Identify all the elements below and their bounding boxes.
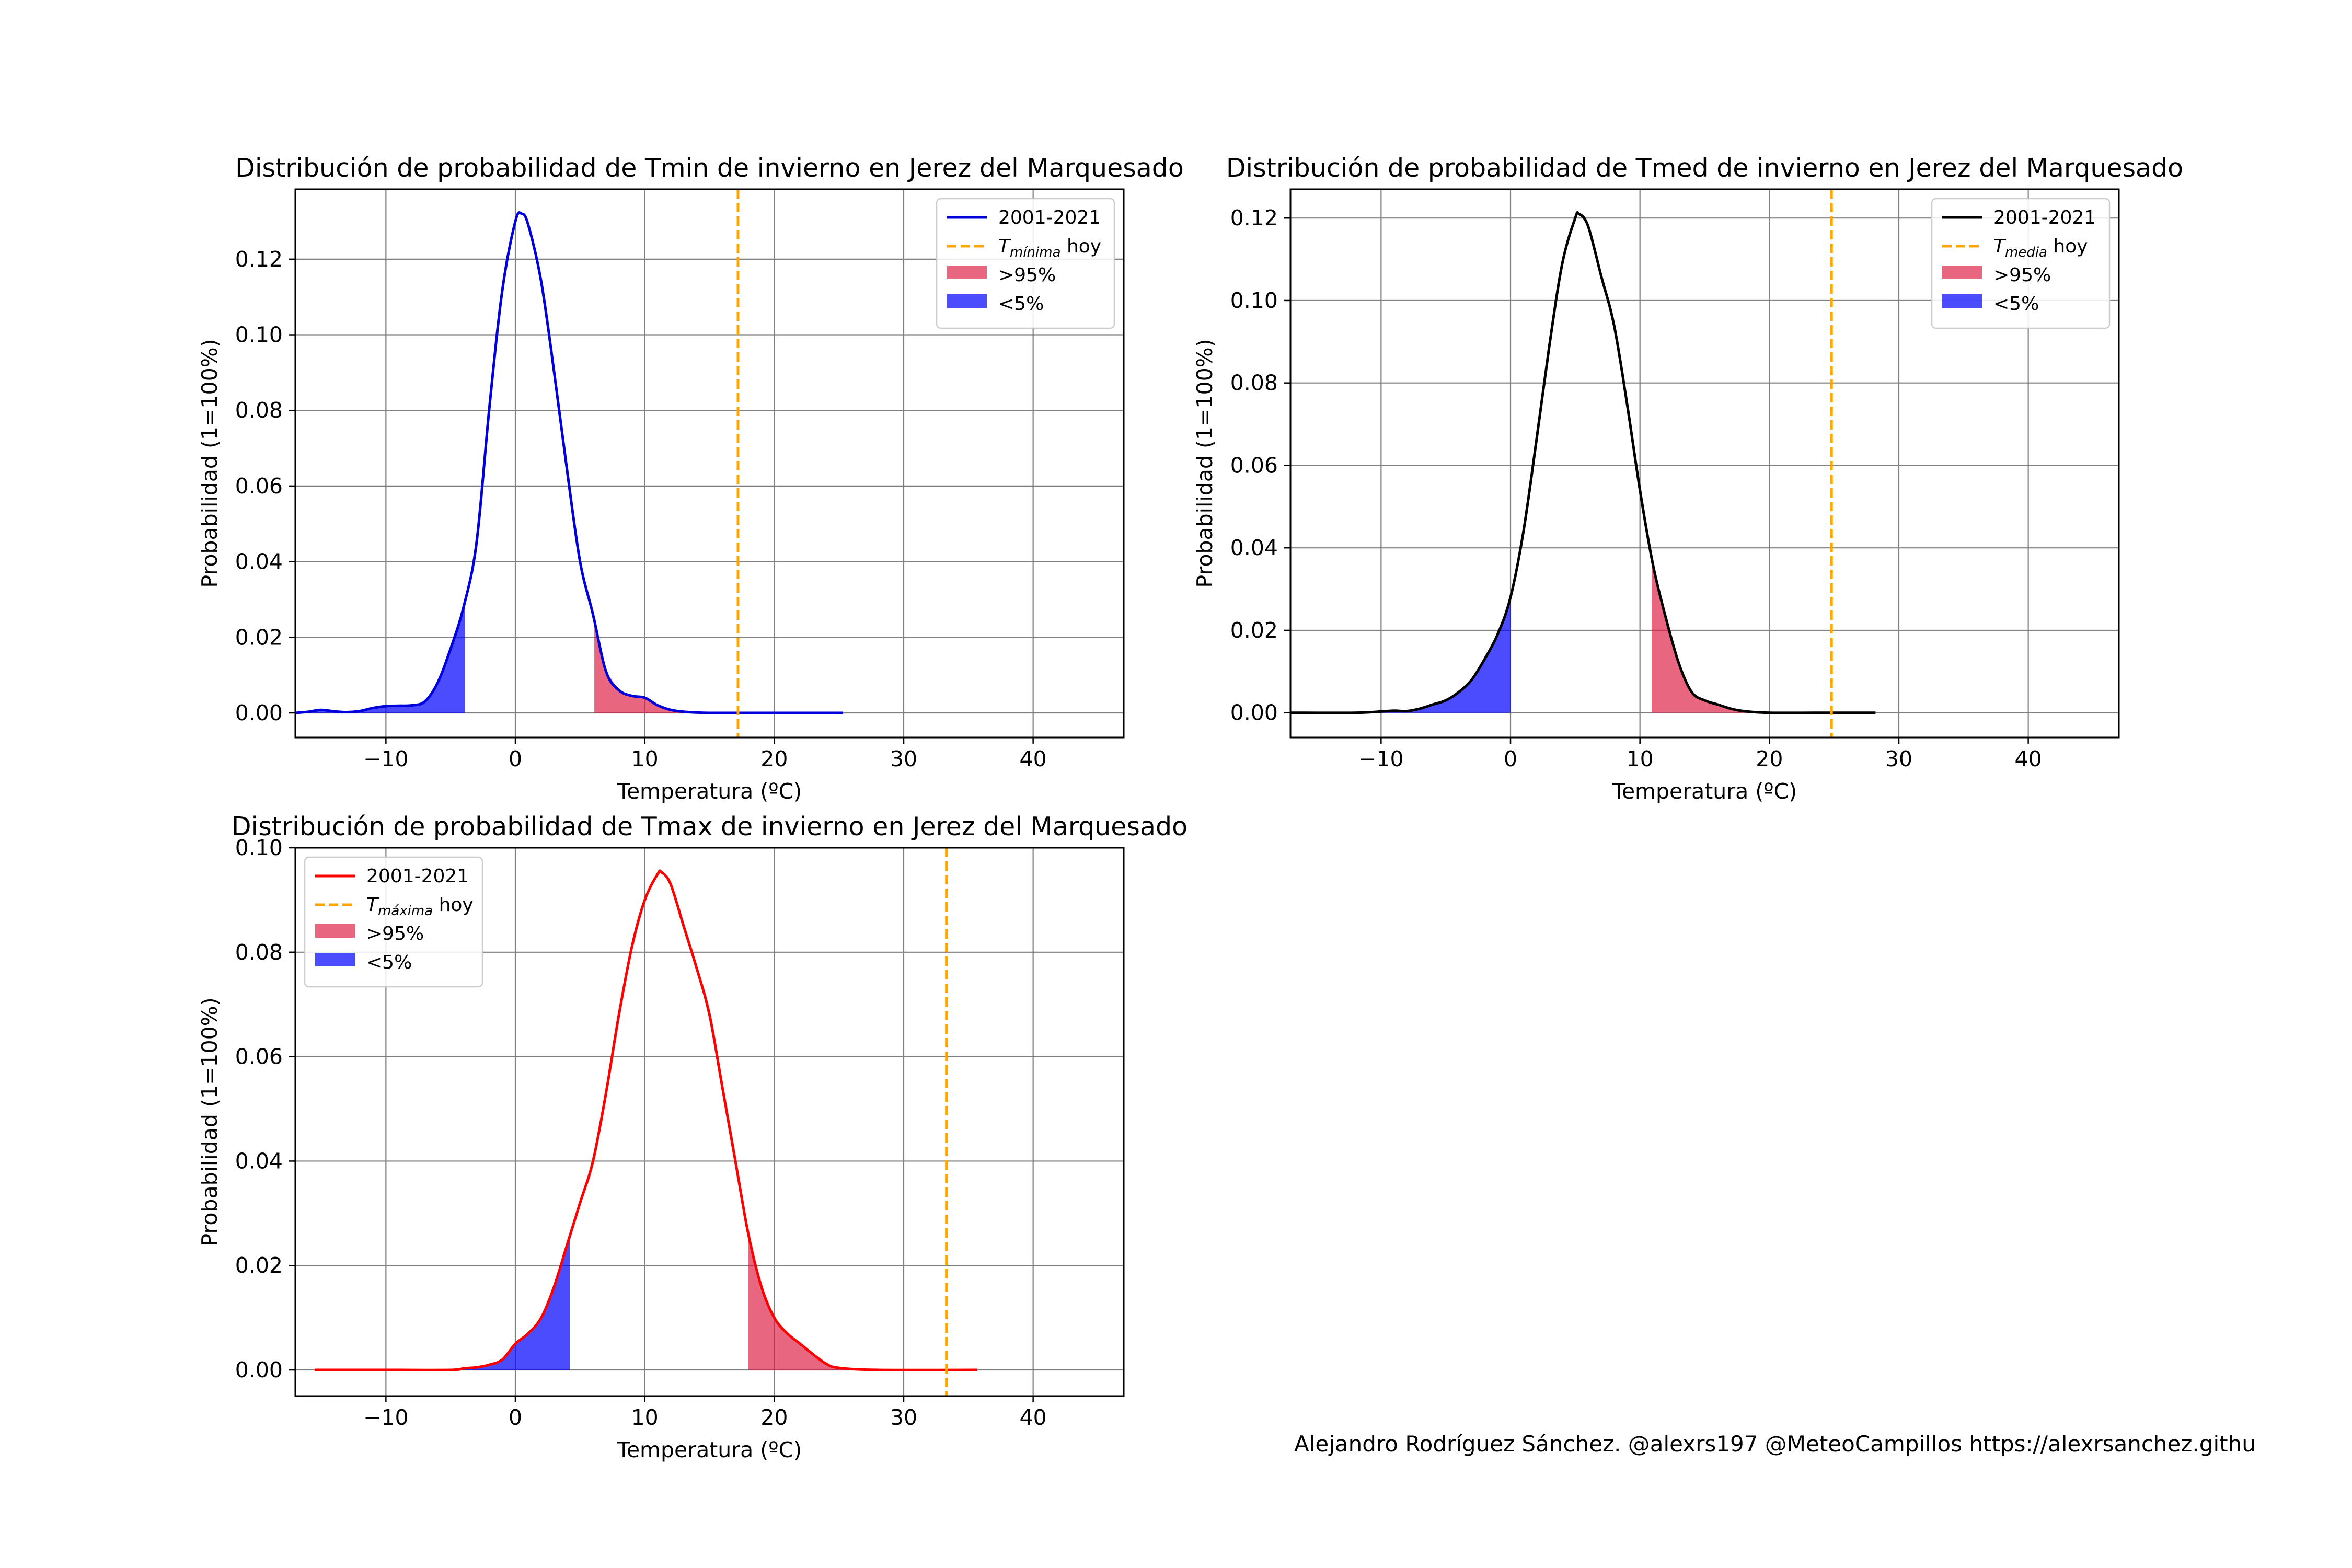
above-95-area [748,1234,978,1370]
x-tick-label: 30 [1885,746,1912,771]
x-tick-label: −10 [1358,746,1404,771]
y-tick-label: 0.08 [1230,371,1278,396]
legend-label-above: >95% [998,264,1056,286]
x-tick-label: 40 [2015,746,2042,771]
legend-label-series: 2001-2021 [366,866,469,887]
y-tick-label: 0.08 [235,398,283,423]
y-tick-label: 0.10 [235,322,283,348]
below-5-area [295,601,465,713]
legend-label-below: <5% [998,293,1044,315]
y-tick-label: 0.12 [235,247,283,272]
legend-today-suffix: hoy [1061,236,1102,257]
y-tick-label: 0.06 [1230,453,1278,478]
legend-today-symbol: T [366,894,379,916]
chart-title: Distribución de probabilidad de Tmed de … [1226,153,2183,183]
plot-frame [294,847,1125,1397]
y-axis-label: Probabilidad (1=100%) [197,997,222,1246]
y-tick-label: 0.12 [1230,205,1278,230]
legend-today-subscript: mínima [1010,245,1061,260]
legend-today-suffix: hoy [433,894,474,916]
y-tick-label: 0.02 [1230,618,1278,643]
panel-tmed: −10 0 10 20 30 40 0.00 0.02 0.04 0.06 0.08 0.10 0.12… [1192,153,2183,804]
x-tick-label: 0 [509,1405,522,1430]
y-tick-label: 0.06 [235,474,283,499]
chart-title: Distribución de probabilidad de Tmax de … [232,812,1187,841]
x-tick-label: 20 [1756,746,1783,771]
x-tick-label: 10 [631,746,659,771]
legend-label-series: 2001-2021 [998,207,1101,228]
legend-label-today: Tmáxima hoy [366,894,474,919]
author-credit: Alejandro Rodríguez Sánchez. @alexrs197 … [1294,1431,2256,1457]
legend-label-above: >95% [1993,264,2051,286]
x-tick-label: 0 [1504,746,1517,771]
legend-label-below: <5% [366,952,412,973]
x-axis-label: Temperatura (ºC) [617,1437,802,1462]
x-tick-label: 30 [890,1405,917,1430]
x-tick-label: 10 [1627,746,1654,771]
y-tick-label: 0.04 [1230,535,1278,560]
y-axis-label: Probabilidad (1=100%) [1192,339,1217,587]
x-tick-label: 40 [1020,1405,1047,1430]
legend: 2001-2021 Tmáxima hoy >95% <5% [304,856,483,988]
legend-today-symbol: T [998,236,1011,257]
above-95-area [594,620,843,713]
x-tick-label: 40 [1020,746,1047,771]
legend-label-below: <5% [1993,293,2039,315]
y-tick-label: 0.08 [235,940,283,965]
y-tick-label: 0.00 [235,1357,283,1382]
plot-frame [1289,188,2120,739]
density-line [315,869,978,1371]
legend-label-today: Tmínima hoy [998,236,1101,260]
legend-handle-above [315,924,355,938]
density-line [295,211,843,714]
y-tick-label: 0.02 [235,625,283,650]
plot-frame [294,188,1125,739]
x-tick-label: 10 [631,1405,659,1430]
y-tick-label: 0.04 [235,1148,283,1173]
legend-label-today: Tmedia hoy [1993,236,2088,260]
y-tick-label: 0.10 [1230,288,1278,313]
y-tick-label: 0.10 [235,835,283,860]
x-tick-label: 0 [509,746,522,771]
legend-label-series: 2001-2021 [1993,207,2096,228]
below-5-area [315,1236,570,1370]
x-tick-label: 20 [760,1405,788,1430]
x-axis-label: Temperatura (ºC) [617,779,802,804]
x-tick-label: 20 [760,746,788,771]
above-95-area [1652,557,1876,713]
x-tick-label: 30 [890,746,917,771]
legend-label-above: >95% [366,923,424,944]
y-tick-label: 0.04 [235,549,283,574]
y-axis-label: Probabilidad (1=100%) [197,339,222,587]
legend-today-symbol: T [1993,236,2007,257]
panel-tmin: −10 0 10 20 30 40 0.00 0.02 0.04 0.06 0.08 0.10 0.12… [197,153,1184,804]
legend-today-subscript: media [2005,245,2047,260]
legend-handle-below [1942,294,1982,308]
legend-today-suffix: hoy [2047,236,2088,257]
legend-today-subscript: máxima [378,903,433,919]
x-tick-label: −10 [363,746,409,771]
legend-handle-below [315,953,355,966]
density-line [1290,211,1876,714]
y-tick-label: 0.06 [235,1044,283,1069]
y-tick-label: 0.00 [235,700,283,725]
chart-title: Distribución de probabilidad de Tmin de … [235,153,1184,183]
panel-tmax: −10 0 10 20 30 40 0.00 0.02 0.04 0.06 0.08 0.10Dist… [197,812,1187,1462]
y-tick-label: 0.00 [1230,700,1278,725]
legend-handle-below [947,294,987,308]
x-tick-label: −10 [363,1405,409,1430]
legend-handle-above [947,266,987,279]
below-5-area [1290,597,1511,713]
y-tick-label: 0.02 [235,1253,283,1278]
x-axis-label: Temperatura (ºC) [1612,779,1797,804]
legend: 2001-2021 Tmedia hoy >95% <5% [1931,198,2111,329]
legend-handle-above [1942,266,1982,279]
